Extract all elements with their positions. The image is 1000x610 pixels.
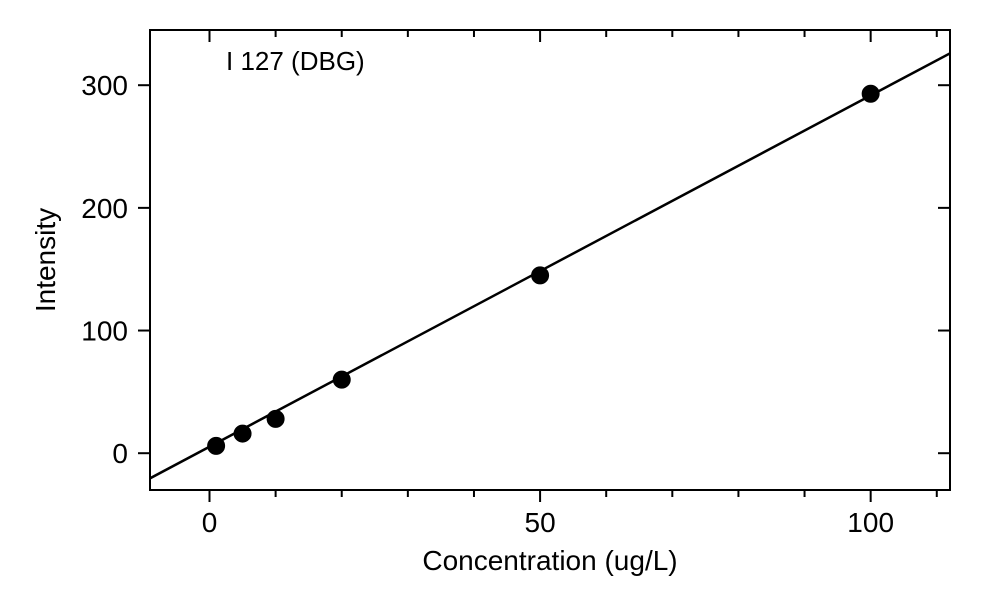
x-axis-label: Concentration (ug/L) (422, 545, 677, 576)
data-point (532, 267, 549, 284)
chart-svg: 0 50 100 0 100 200 300 Concentration (ug/L) Inte… (0, 0, 1000, 610)
y-tick-label: 300 (81, 70, 128, 101)
data-point (267, 410, 284, 427)
data-point (234, 425, 251, 442)
calibration-chart: 0 50 100 0 100 200 300 Concentration (ug/L) Inte… (0, 0, 1000, 610)
y-axis-label: Intensity (30, 208, 61, 312)
y-tick-label: 0 (112, 438, 128, 469)
y-tick-label: 200 (81, 193, 128, 224)
x-tick-label: 50 (525, 507, 556, 538)
x-tick-label: 0 (202, 507, 218, 538)
legend-label: I 127 (DBG) (226, 46, 365, 76)
data-point (333, 371, 350, 388)
data-point (208, 437, 225, 454)
x-tick-label: 100 (847, 507, 894, 538)
data-point (862, 85, 879, 102)
y-tick-label: 100 (81, 316, 128, 347)
